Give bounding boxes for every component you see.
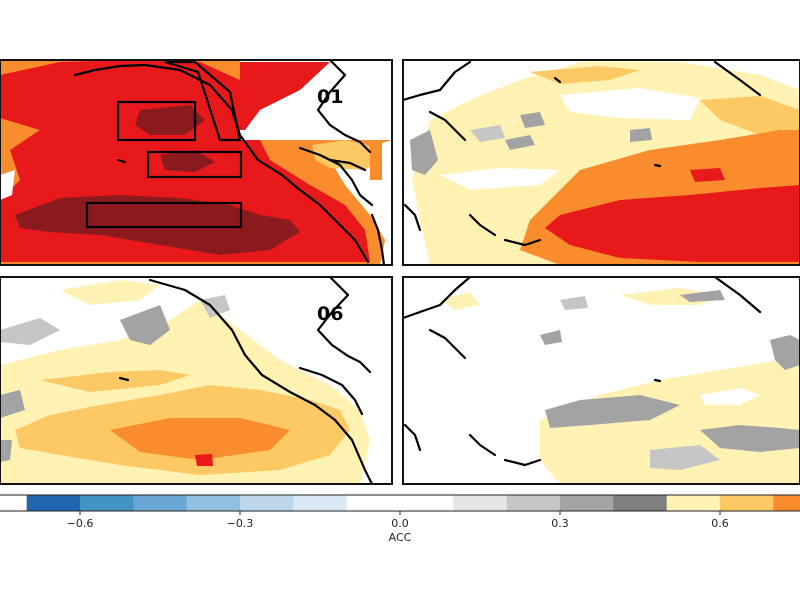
coast-sa-tl <box>370 213 386 265</box>
region-box-3 <box>85 201 243 229</box>
field-grey-bl <box>120 305 170 345</box>
colorbar-tick-label: −0.6 <box>67 517 94 530</box>
coast-hawaii-tl <box>116 158 127 164</box>
coast-asia-br <box>403 277 472 320</box>
coast-japan-tr <box>428 110 467 142</box>
coast-japan-br <box>428 328 467 360</box>
colorbar-cell <box>80 495 134 511</box>
coast-east-bl <box>316 277 372 374</box>
colorbar-cell <box>400 495 454 511</box>
colorbar-tick-label: 0.6 <box>711 517 729 530</box>
panel-bottom-right <box>402 276 800 485</box>
region-box-4 <box>164 60 242 142</box>
colorbar-cell <box>613 495 668 511</box>
colorbar-tick-label: 0.0 <box>391 517 409 530</box>
colorbar-cell <box>186 495 241 511</box>
field-red-tr <box>545 185 800 262</box>
coast-north-america-bl <box>148 278 374 484</box>
colorbar-cell <box>666 495 721 511</box>
colorbar-cell <box>133 495 188 511</box>
colorbar-cell <box>773 495 800 511</box>
coast-asia-tr <box>403 60 472 102</box>
colorbar: −0.6 −0.3 0.0 0.3 0.6 ACC <box>0 494 800 544</box>
coast-alaska-br <box>713 277 762 314</box>
colorbar-cell <box>506 495 561 511</box>
coast-alaska-tr <box>713 60 762 97</box>
colorbar-cell <box>26 495 81 511</box>
coast-gulf-bl <box>298 366 364 416</box>
colorbar-label: ACC <box>389 531 412 544</box>
coast-philippines-br <box>403 423 422 452</box>
colorbar-ticks: −0.6 −0.3 0.0 0.3 0.6 <box>67 511 729 530</box>
region-box-1 <box>116 100 197 142</box>
colorbar-tick-label: 0.3 <box>551 517 569 530</box>
colorbar-cells <box>26 495 800 511</box>
colorbar-cell <box>720 495 774 511</box>
field-darkred-tl-3 <box>160 150 215 172</box>
colorbar-cell <box>293 495 348 511</box>
field-caribbean-tl <box>312 140 380 170</box>
field-white-tl <box>0 170 15 200</box>
panel-top-right <box>402 59 800 266</box>
panel-bottom-left: 06 <box>0 276 393 485</box>
panel-label-06: 06 <box>317 303 343 325</box>
colorbar-cell <box>560 495 614 511</box>
field-grey-tr <box>410 130 438 175</box>
coast-gulf-tl <box>298 146 374 207</box>
panel-label-01: 01 <box>317 86 343 108</box>
colorbar-cell <box>240 495 294 511</box>
panel-top-left: 01 <box>0 59 393 266</box>
field-darkred-tl-2 <box>135 105 205 135</box>
colorbar-cell <box>346 495 401 511</box>
field-grey-br <box>545 395 680 428</box>
coast-cuba-tl <box>328 158 367 172</box>
colorbar-tick-label: −0.3 <box>227 517 254 530</box>
region-box-2 <box>146 150 243 179</box>
coast-east-tl <box>316 60 372 154</box>
coast-alaska-tl <box>73 63 147 77</box>
colorbar-cell <box>453 495 508 511</box>
coast-north-america-tl <box>143 63 370 264</box>
coast-philippines-tr <box>403 203 422 232</box>
